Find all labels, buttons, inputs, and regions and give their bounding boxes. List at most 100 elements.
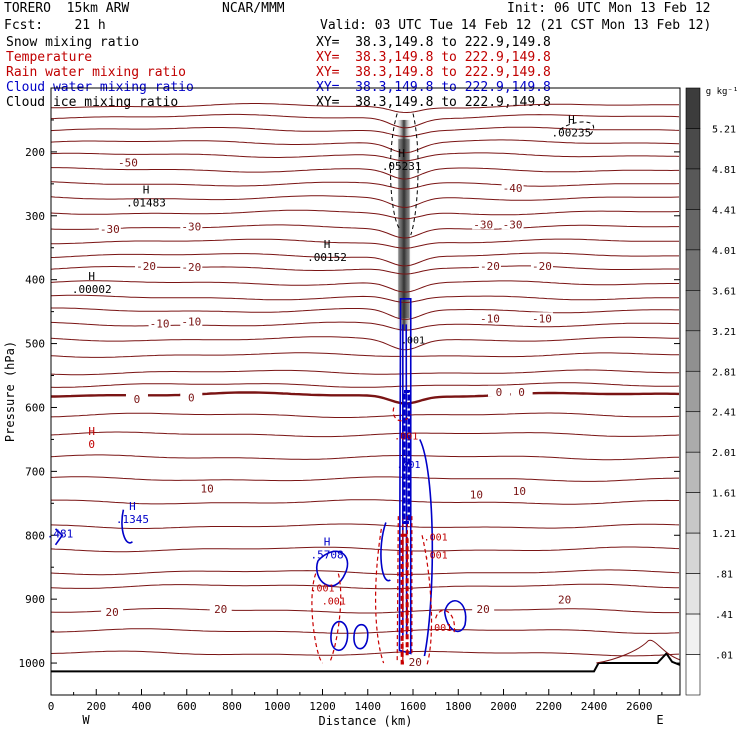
rain-contour: [392, 407, 412, 422]
maximum-marker: H: [88, 425, 95, 438]
temperature-contour: [51, 280, 679, 293]
temperature-label: 0: [134, 393, 141, 406]
temperature-contour: [51, 103, 680, 114]
maximum-value: .00152: [307, 251, 347, 264]
colorbar-swatch: [685, 532, 701, 574]
temperature-label-bg: [508, 484, 531, 496]
colorbar-label: 1.61: [712, 489, 736, 500]
temperature-label-bg: [404, 656, 427, 668]
temperature-contour: [51, 209, 680, 220]
temperature-label-bg: [553, 593, 576, 605]
maximum-value: .01483: [126, 196, 166, 209]
rain-core: [400, 533, 409, 665]
x-tick-label: 1000: [264, 700, 291, 713]
x-tick-label: 1600: [400, 700, 427, 713]
maximum-marker: H: [568, 114, 575, 127]
temperature-contour: [51, 569, 680, 576]
y-axis-label: Pressure (hPa): [3, 341, 17, 442]
colorbar-unit: g kg⁻¹: [706, 87, 739, 97]
colorbar-label: 4.01: [712, 246, 736, 257]
x-tick-label: 400: [132, 700, 152, 713]
x-tick-label: 600: [177, 700, 197, 713]
temperature-label: -10: [150, 317, 170, 330]
plot-frame: [50, 87, 681, 696]
x-tick-label: 1800: [445, 700, 472, 713]
temperature-contour: [51, 476, 679, 482]
temperature-label-bg: [472, 218, 495, 230]
temperature-contour: [51, 321, 680, 331]
temperature-label-bg: [180, 391, 203, 403]
colorbar-swatch: [685, 613, 701, 655]
terrain-temperature-contour: [596, 639, 680, 664]
field-label-temperature: Temperature: [6, 50, 93, 65]
contour-value-label: .001: [424, 550, 448, 561]
cloud-water-contour: [419, 439, 434, 657]
freezing-level-contour: [51, 391, 680, 405]
temperature-label-bg: [196, 482, 219, 494]
temperature-contour: [51, 113, 680, 129]
rain-contour: [435, 609, 456, 635]
temperature-contour: [51, 650, 680, 657]
temperature-contour: [51, 369, 679, 376]
temperature-label: -40: [503, 182, 523, 195]
temperature-contour: [51, 583, 680, 590]
x-tick-label: 2000: [490, 700, 517, 713]
temperature-contour: [51, 454, 680, 461]
snow-column-core: [398, 139, 410, 319]
cloud-water-contour: [398, 298, 412, 655]
temperature-label: -30: [100, 223, 120, 236]
colorbar-swatch: [685, 290, 701, 332]
maximum-marker: H: [324, 535, 331, 548]
y-tick-label: 500: [25, 338, 45, 351]
temperature-label-bg: [180, 315, 203, 327]
colorbar-swatch: [685, 330, 701, 372]
contour-value-label: .001: [310, 583, 334, 594]
temperature-label: 0: [188, 392, 195, 405]
temperature-label: -20: [532, 260, 552, 273]
temperature-label-bg: [478, 259, 501, 271]
colorbar-swatch: [685, 492, 701, 534]
temperature-label: 10: [513, 485, 526, 498]
temperature-contour: [51, 412, 680, 418]
temperature-label: -30: [181, 220, 201, 233]
maximum-value: .481: [47, 527, 74, 540]
temperature-label-bg: [472, 603, 495, 615]
cloud-water-contour: [443, 600, 467, 633]
temperature-label-bg: [125, 392, 148, 404]
colorbar-swatch: [685, 654, 701, 696]
temperature-label-bg: [465, 488, 488, 500]
contour-value-label: .001: [394, 431, 418, 442]
temperature-label-bg: [501, 181, 524, 193]
temperature-contour: [51, 523, 680, 529]
maximum-value: .1345: [116, 513, 149, 526]
cloud-water-contour: [353, 623, 369, 650]
y-tick-label: 700: [25, 465, 45, 478]
xy-line-temperature: XY= 38.3,149.8 to 222.9,149.8: [316, 50, 551, 65]
temperature-contour: [51, 499, 679, 505]
temperature-contour: [51, 167, 679, 180]
temperature-contour: [51, 139, 680, 154]
colorbar-label: .41: [715, 610, 733, 621]
field-label-rain: Rain water mixing ratio: [6, 65, 187, 80]
temperature-contour: [51, 152, 680, 162]
temperature-contour: [51, 546, 680, 553]
y-tick-label: 800: [25, 529, 45, 542]
center-name: NCAR/MMM: [222, 1, 285, 16]
temperature-contour: [51, 608, 679, 614]
temperature-contour: [51, 195, 680, 208]
temperature-label-bg: [148, 317, 171, 329]
temperature-label-bg: [135, 259, 158, 271]
temperature-label-bg: [501, 218, 524, 230]
colorbar-label: 3.21: [712, 327, 736, 338]
x-end-label-east: E: [656, 713, 663, 727]
y-tick-label: 200: [25, 146, 45, 159]
rain-contour: [311, 573, 324, 664]
rain-contour: [328, 573, 342, 664]
temperature-label: 0: [518, 386, 525, 399]
temperature-contour: [51, 224, 679, 239]
maximum-marker: H: [398, 147, 405, 160]
temperature-label: -10: [480, 312, 500, 325]
contour-value-label: .001: [322, 596, 346, 607]
maximum-value: .00235: [552, 127, 592, 140]
